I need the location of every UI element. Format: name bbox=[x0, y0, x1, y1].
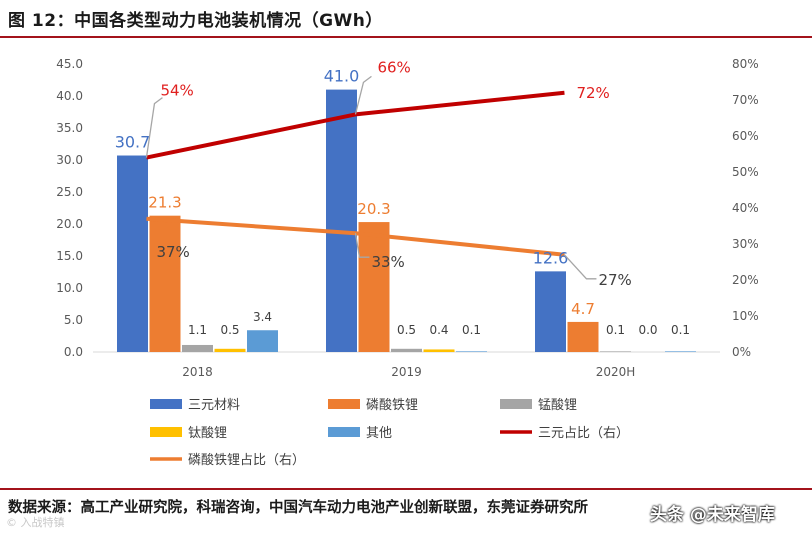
callout-leader bbox=[563, 254, 597, 280]
bar-value-label: 0.1 bbox=[462, 323, 481, 337]
y-left-tick-label: 5.0 bbox=[64, 313, 83, 327]
ternary-share-label: 54% bbox=[160, 82, 193, 100]
legend-swatch bbox=[150, 427, 182, 437]
y-left-tick-label: 45.0 bbox=[56, 57, 83, 71]
bar-value-label: 4.7 bbox=[571, 300, 595, 318]
bar-三元材料 bbox=[326, 89, 357, 352]
bar-三元材料 bbox=[535, 271, 566, 352]
bar-value-label: 0.4 bbox=[429, 323, 448, 337]
bar-锰酸锂 bbox=[391, 348, 422, 352]
y-right-tick-label: 70% bbox=[732, 93, 759, 107]
bar-三元材料 bbox=[117, 155, 148, 352]
callout-leader bbox=[145, 97, 163, 158]
callout-leader bbox=[354, 75, 372, 115]
legend-swatch bbox=[328, 427, 360, 437]
legend-label: 三元材料 bbox=[188, 398, 240, 413]
y-left-tick-label: 10.0 bbox=[56, 281, 83, 295]
bar-锰酸锂 bbox=[182, 344, 213, 352]
y-left-tick-label: 0.0 bbox=[64, 345, 83, 359]
ternary-share-label: 72% bbox=[576, 84, 609, 102]
x-tick-label: 2019 bbox=[391, 365, 422, 379]
bar-磷酸铁锂 bbox=[567, 321, 599, 352]
y-left-tick-label: 15.0 bbox=[56, 249, 83, 263]
footer-rule bbox=[0, 488, 812, 490]
bar-钛酸锂 bbox=[423, 349, 455, 352]
y-right-tick-label: 40% bbox=[732, 201, 759, 215]
y-right-tick-label: 10% bbox=[732, 309, 759, 323]
bar-value-label: 0.5 bbox=[220, 323, 239, 337]
y-right-tick-label: 0% bbox=[732, 345, 751, 359]
y-left-tick-label: 35.0 bbox=[56, 121, 83, 135]
bar-value-label: 21.3 bbox=[148, 194, 181, 212]
bar-其他 bbox=[665, 351, 696, 352]
ternary-share-label: 66% bbox=[377, 58, 410, 76]
chart-title: 图 12：中国各类型动力电池装机情况（GWh） bbox=[8, 11, 383, 31]
bar-value-label: 1.1 bbox=[188, 323, 207, 337]
bar-其他 bbox=[456, 351, 487, 352]
watermark-left: © 入战特镇 bbox=[6, 516, 65, 529]
data-label-group: 30.7 41.0 12.6 21.3 20.3 4.7 1.1 0.5 0.1 0.5 0.4 0.… bbox=[115, 58, 690, 337]
y-left-tick-label: 20.0 bbox=[56, 217, 83, 231]
chart-axes: 0.0 5.0 10.0 15.0 20.0 25.0 30.0 35.0 40.0 45.0 0%… bbox=[56, 57, 758, 379]
x-tick-label: 2018 bbox=[182, 365, 213, 379]
y-right-tick-label: 60% bbox=[732, 129, 759, 143]
legend-label: 三元占比（右） bbox=[538, 426, 629, 441]
legend-swatch bbox=[328, 399, 360, 409]
bar-value-label: 0.5 bbox=[397, 323, 416, 337]
lfp-share-label: 27% bbox=[598, 271, 631, 289]
bar-锰酸锂 bbox=[600, 351, 631, 352]
title-bar: 图 12：中国各类型动力电池装机情况（GWh） bbox=[0, 0, 812, 36]
legend-label: 磷酸铁锂占比（右） bbox=[188, 453, 305, 468]
bar-value-label: 12.6 bbox=[533, 248, 569, 267]
bar-value-label: 0.0 bbox=[638, 323, 657, 337]
lfp-share-label: 33% bbox=[371, 253, 404, 271]
bar-其他 bbox=[247, 330, 278, 352]
y-left-tick-label: 30.0 bbox=[56, 153, 83, 167]
bar-磷酸铁锂 bbox=[149, 215, 181, 352]
watermark-right: 头条 @未来智库 bbox=[650, 505, 775, 525]
lfp-share-label: 37% bbox=[156, 243, 189, 261]
title-rule bbox=[0, 36, 812, 38]
y-right-tick-label: 80% bbox=[732, 57, 759, 71]
y-left-tick-label: 25.0 bbox=[56, 185, 83, 199]
bar-value-label: 0.1 bbox=[606, 323, 625, 337]
legend-label: 其他 bbox=[366, 426, 392, 441]
bar-钛酸锂 bbox=[214, 348, 246, 352]
y-left-tick-label: 40.0 bbox=[56, 89, 83, 103]
y-right-tick-label: 20% bbox=[732, 273, 759, 287]
legend-swatch bbox=[150, 399, 182, 409]
legend-label: 钛酸锂 bbox=[188, 426, 227, 441]
bar-group bbox=[117, 89, 696, 352]
bar-value-label: 41.0 bbox=[324, 67, 360, 86]
legend-label: 锰酸锂 bbox=[538, 398, 577, 413]
bar-value-label: 3.4 bbox=[253, 310, 272, 324]
bar-value-label: 20.3 bbox=[357, 200, 390, 218]
x-tick-label: 2020H bbox=[596, 365, 636, 379]
bar-value-label: 30.7 bbox=[115, 133, 151, 152]
legend-swatch bbox=[500, 399, 532, 409]
source-note: 数据来源：高工产业研究院，科瑞咨询，中国汽车动力电池产业创新联盟，东莞证券研究所 bbox=[8, 500, 588, 516]
y-right-tick-label: 30% bbox=[732, 237, 759, 251]
chart: 0.0 5.0 10.0 15.0 20.0 25.0 30.0 35.0 40.0 45.0 0%… bbox=[56, 57, 758, 468]
bar-磷酸铁锂 bbox=[358, 222, 390, 352]
y-right-tick-label: 50% bbox=[732, 165, 759, 179]
callout-leader bbox=[354, 233, 370, 258]
legend-label: 磷酸铁锂 bbox=[366, 398, 418, 413]
bar-value-label: 0.1 bbox=[671, 323, 690, 337]
